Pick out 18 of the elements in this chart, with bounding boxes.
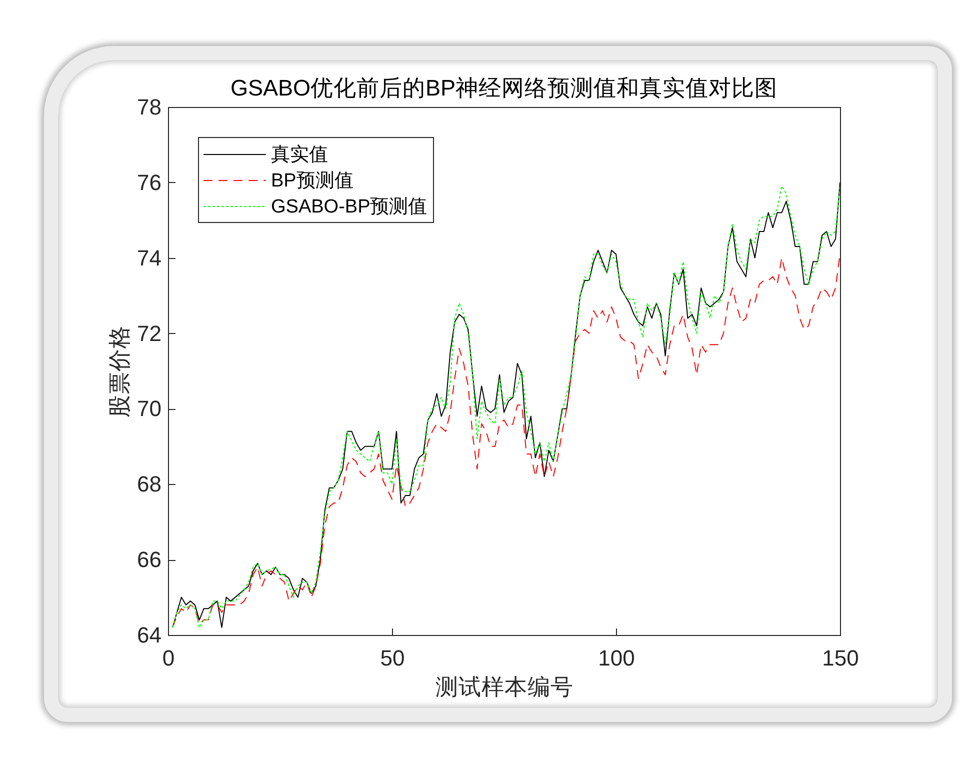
y-tick-label: 72: [137, 320, 162, 346]
y-tick-label: 68: [137, 472, 162, 497]
y-tick-label: 76: [137, 170, 162, 195]
y-axis-title: 股票价格: [107, 326, 132, 418]
y-tick-label: 64: [137, 622, 162, 648]
x-tick-label: 100: [598, 646, 635, 670]
x-tick-label: 50: [380, 646, 405, 670]
chart-title: GSABO优化前后的BP神经网络预测值和真实值对比图: [230, 76, 778, 100]
y-tick-label: 70: [137, 396, 162, 422]
x-tick-label: 0: [162, 646, 175, 670]
y-tick-label: 74: [137, 245, 162, 270]
legend-label: BP预测值: [271, 170, 354, 192]
y-tick-label: 66: [137, 547, 162, 572]
y-tick-label: 78: [137, 94, 162, 120]
x-axis-title: 测试样本编号: [436, 674, 574, 700]
legend-label: 真实值: [271, 144, 328, 166]
x-tick-label: 150: [822, 646, 859, 670]
legend-label: GSABO-BP预测值: [271, 196, 428, 218]
